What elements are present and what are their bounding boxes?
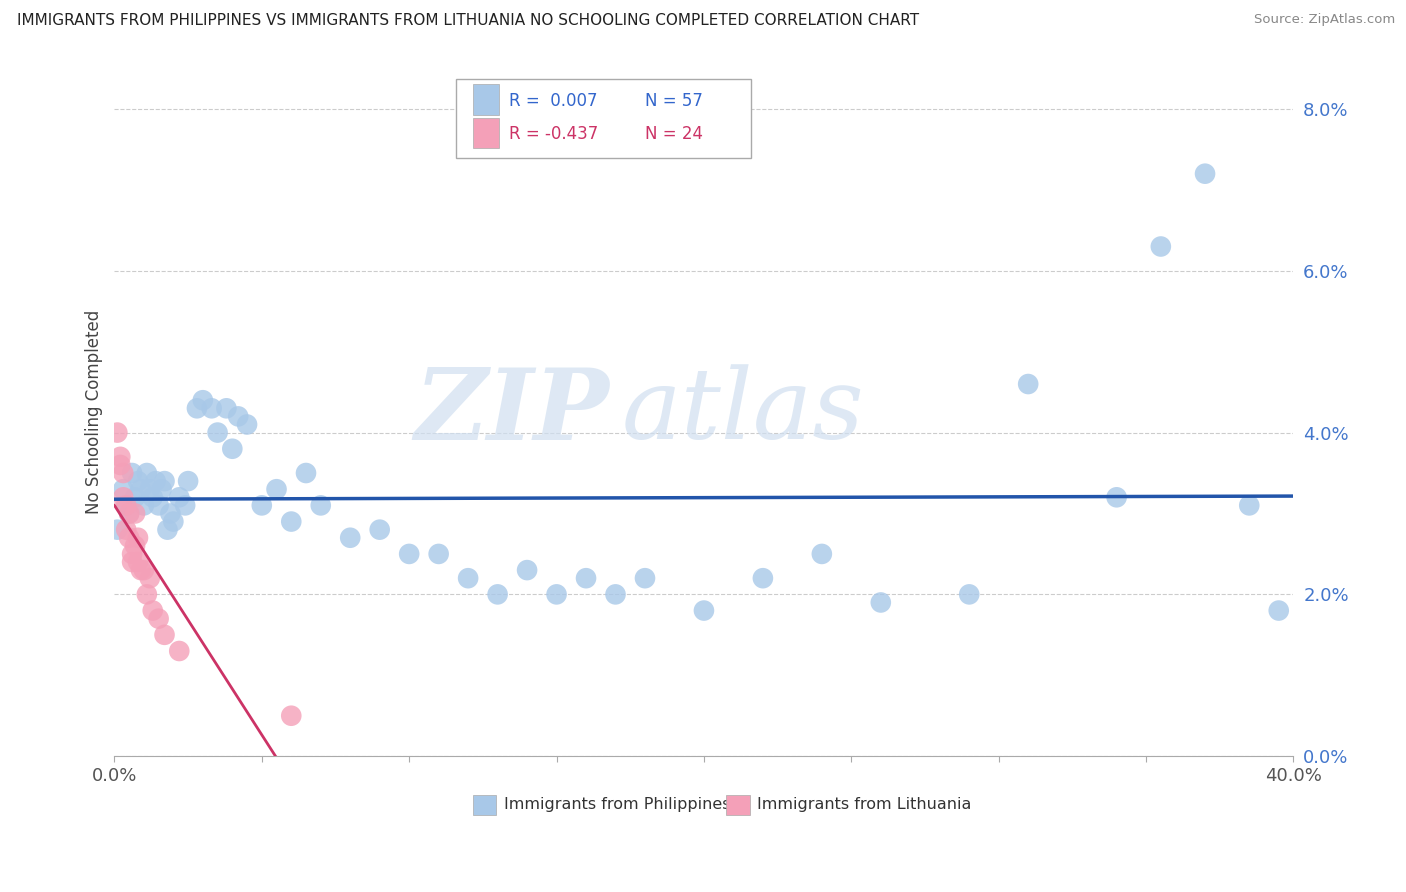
FancyBboxPatch shape <box>472 118 499 148</box>
Point <box>132 563 155 577</box>
Point <box>398 547 420 561</box>
FancyBboxPatch shape <box>472 85 499 115</box>
Point <box>957 587 980 601</box>
Point <box>280 515 302 529</box>
Point <box>457 571 479 585</box>
Point <box>127 474 149 488</box>
Point <box>148 612 170 626</box>
Point <box>129 482 152 496</box>
Point <box>605 587 627 601</box>
Text: Immigrants from Philippines: Immigrants from Philippines <box>503 797 730 812</box>
Point <box>516 563 538 577</box>
Point <box>145 474 167 488</box>
Point <box>207 425 229 440</box>
Y-axis label: No Schooling Completed: No Schooling Completed <box>86 310 103 515</box>
Point <box>811 547 834 561</box>
Text: ZIP: ZIP <box>415 364 610 460</box>
Point <box>105 523 128 537</box>
Point <box>167 644 190 658</box>
Point <box>1105 491 1128 505</box>
Text: R =  0.007: R = 0.007 <box>509 92 598 110</box>
Point <box>121 547 143 561</box>
Point <box>115 523 138 537</box>
Point <box>124 491 146 505</box>
Point <box>1267 603 1289 617</box>
Point <box>191 393 214 408</box>
Point <box>115 499 138 513</box>
Point <box>201 401 224 416</box>
Point <box>427 547 450 561</box>
Point <box>174 499 197 513</box>
Point <box>124 507 146 521</box>
Point <box>309 499 332 513</box>
Point <box>266 482 288 496</box>
FancyBboxPatch shape <box>457 78 751 158</box>
Point <box>112 466 135 480</box>
Point <box>135 466 157 480</box>
Point <box>546 587 568 601</box>
Point <box>127 555 149 569</box>
Point <box>139 482 162 496</box>
Text: atlas: atlas <box>621 365 865 460</box>
Point <box>105 425 128 440</box>
Point <box>226 409 249 424</box>
Text: N = 57: N = 57 <box>645 92 703 110</box>
Point <box>1194 167 1216 181</box>
Point <box>150 482 173 496</box>
Point <box>153 474 176 488</box>
Point <box>139 571 162 585</box>
Point <box>486 587 509 601</box>
Text: Immigrants from Lithuania: Immigrants from Lithuania <box>756 797 972 812</box>
Point <box>142 491 165 505</box>
Point <box>148 499 170 513</box>
FancyBboxPatch shape <box>727 796 749 814</box>
Point <box>129 563 152 577</box>
Point <box>575 571 598 585</box>
FancyBboxPatch shape <box>472 796 496 814</box>
Point <box>368 523 391 537</box>
Point <box>162 515 184 529</box>
Text: Source: ZipAtlas.com: Source: ZipAtlas.com <box>1254 13 1395 27</box>
Point <box>135 587 157 601</box>
Point <box>693 603 716 617</box>
Point <box>280 708 302 723</box>
Point <box>339 531 361 545</box>
Point <box>186 401 208 416</box>
Point <box>634 571 657 585</box>
Point <box>115 499 138 513</box>
Point <box>110 450 132 464</box>
Point <box>1239 499 1261 513</box>
Point <box>236 417 259 432</box>
Point <box>167 491 190 505</box>
Point <box>295 466 318 480</box>
Point <box>752 571 775 585</box>
Point <box>112 482 135 496</box>
Point <box>118 531 141 545</box>
Point <box>110 458 132 472</box>
Point <box>221 442 243 456</box>
Point <box>142 603 165 617</box>
Point <box>159 507 181 521</box>
Point <box>118 507 141 521</box>
Point <box>121 466 143 480</box>
Point <box>124 539 146 553</box>
Point <box>112 491 135 505</box>
Point <box>177 474 200 488</box>
Text: R = -0.437: R = -0.437 <box>509 125 599 144</box>
Point <box>132 499 155 513</box>
Text: N = 24: N = 24 <box>645 125 703 144</box>
Point <box>215 401 238 416</box>
Point <box>1017 377 1039 392</box>
Point <box>250 499 273 513</box>
Point <box>869 595 891 609</box>
Point <box>1150 239 1173 253</box>
Point <box>153 628 176 642</box>
Point <box>127 531 149 545</box>
Point <box>156 523 179 537</box>
Point <box>121 555 143 569</box>
Text: IMMIGRANTS FROM PHILIPPINES VS IMMIGRANTS FROM LITHUANIA NO SCHOOLING COMPLETED : IMMIGRANTS FROM PHILIPPINES VS IMMIGRANT… <box>17 13 920 29</box>
Point <box>118 507 141 521</box>
